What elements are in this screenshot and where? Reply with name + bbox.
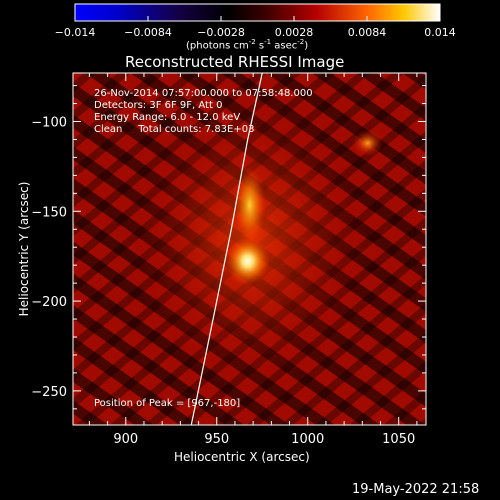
- annotation-line-3: Energy Range: 6.0 - 12.0 keV: [94, 112, 241, 123]
- colorbar-tick-label: 0.0028: [275, 26, 314, 39]
- colorbar-tick-label: −0.0084: [124, 26, 172, 39]
- colorbar-tick-label: −0.014: [55, 26, 96, 39]
- colorbar-tick-label: 0.014: [424, 26, 456, 39]
- annotation-line-4: Clean Total counts: 7.83E+03: [94, 124, 255, 135]
- colorbar-tick-label: −0.0028: [197, 26, 245, 39]
- x-axis: 900 950 1000 1050: [88, 73, 418, 447]
- y-tick-label: −150: [31, 205, 67, 220]
- peak-source: [225, 237, 270, 286]
- colorbar-label: (photons cm-2 s-1 asec-2): [186, 38, 309, 52]
- y-axis: −100 −150 −200 −250: [31, 85, 426, 410]
- annotation-line-2: Detectors: 3F 6F 9F, Att 0: [94, 100, 223, 111]
- secondary-source: [351, 129, 384, 158]
- x-axis-label: Heliocentric X (arcsec): [174, 450, 310, 464]
- y-tick-label: −200: [31, 295, 67, 310]
- timestamp: 19-May-2022 21:58: [352, 482, 480, 497]
- colorbar-ticks: −0.014 −0.0084 −0.0028 0.0028 0.0084 0.014: [55, 16, 456, 39]
- plot-frame: [72, 72, 427, 426]
- y-axis-label: Heliocentric Y (arcsec): [17, 181, 31, 317]
- colorbar-tick-label: 0.0084: [348, 26, 387, 39]
- extended-source: [233, 167, 266, 244]
- x-tick-label: 1050: [382, 432, 415, 447]
- x-tick-label: 1000: [291, 432, 324, 447]
- colorbar: [74, 3, 441, 22]
- plot-image: [73, 73, 426, 425]
- annotation-line-1: 26-Nov-2014 07:57:00.000 to 07:58:48.000: [94, 88, 313, 99]
- chart-title: Reconstructed RHESSI Image: [125, 53, 345, 71]
- solar-limb: [190, 73, 263, 425]
- x-tick-label: 900: [113, 432, 138, 447]
- y-tick-label: −250: [31, 385, 67, 400]
- y-tick-label: −100: [31, 115, 67, 130]
- x-tick-label: 950: [204, 432, 229, 447]
- peak-position-label: Position of Peak = [967,-180]: [94, 398, 241, 409]
